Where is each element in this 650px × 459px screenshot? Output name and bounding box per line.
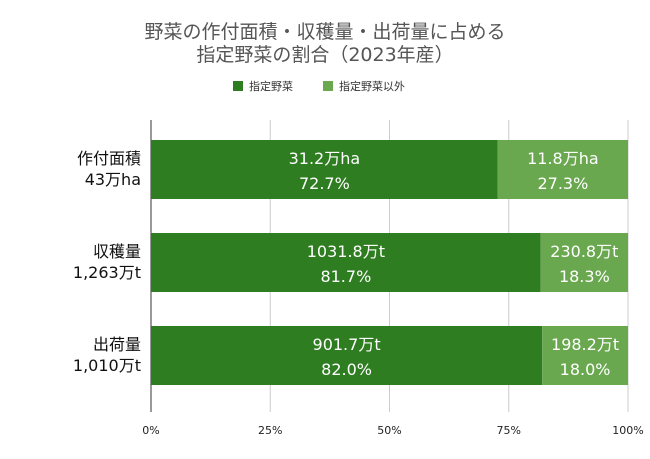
- legend-label-2: 指定野菜以外: [339, 79, 405, 93]
- legend-swatch-1: [233, 81, 243, 91]
- bar-2-1: [497, 140, 628, 199]
- chart-title: 野菜の作付面積・収穫量・出荷量に占める 指定野菜の割合（2023年産）: [144, 21, 505, 66]
- category-total-2: 1,263万t: [73, 263, 141, 282]
- x-tick-label-2: 25%: [258, 424, 282, 437]
- category-name-2: 収穫量: [93, 242, 141, 261]
- bar-amount-label-2-2: 230.8万t: [550, 242, 618, 261]
- bar-1-2: [151, 233, 541, 292]
- x-axis-ticks: 0% 25% 50% 75% 100%: [142, 424, 643, 437]
- bar-amount-label-2-3: 198.2万t: [551, 335, 619, 354]
- legend-swatch-2: [323, 81, 333, 91]
- bar-percent-label-1-1: 72.7%: [299, 174, 350, 193]
- bars: 31.2万ha 72.7% 11.8万ha 27.3% 1031.8万t 81.7% 230…: [151, 140, 628, 385]
- x-tick-label-1: 0%: [142, 424, 159, 437]
- bar-amount-label-1-2: 1031.8万t: [307, 242, 385, 261]
- bar-percent-label-2-1: 27.3%: [537, 174, 588, 193]
- bar-percent-label-2-2: 18.3%: [559, 267, 610, 286]
- bar-2-3: [542, 326, 628, 385]
- bar-amount-label-1-1: 31.2万ha: [289, 149, 361, 168]
- bar-amount-label-1-3: 901.7万t: [313, 335, 381, 354]
- bar-2-2: [540, 233, 628, 292]
- category-name-1: 作付面積: [77, 149, 141, 168]
- legend: 指定野菜 指定野菜以外: [233, 79, 405, 93]
- category-total-1: 43万ha: [85, 170, 141, 189]
- bar-percent-label-2-3: 18.0%: [560, 360, 611, 379]
- bar-percent-label-1-2: 81.7%: [320, 267, 371, 286]
- x-tick-label-4: 75%: [497, 424, 521, 437]
- category-labels: 作付面積 43万ha 収穫量 1,263万t 出荷量 1,010万t: [73, 149, 141, 375]
- x-tick-label-5: 100%: [612, 424, 643, 437]
- x-tick-label-3: 50%: [377, 424, 401, 437]
- bar-1-3: [151, 326, 543, 385]
- bar-percent-label-1-3: 82.0%: [321, 360, 372, 379]
- legend-label-1: 指定野菜: [249, 79, 293, 93]
- category-total-3: 1,010万t: [73, 356, 141, 375]
- bar-1-1: [151, 140, 498, 199]
- chart-title-line-1: 野菜の作付面積・収穫量・出荷量に占める: [144, 21, 505, 43]
- bar-amount-label-2-1: 11.8万ha: [527, 149, 599, 168]
- category-name-3: 出荷量: [93, 335, 141, 354]
- chart-title-line-2: 指定野菜の割合（2023年産）: [196, 44, 453, 66]
